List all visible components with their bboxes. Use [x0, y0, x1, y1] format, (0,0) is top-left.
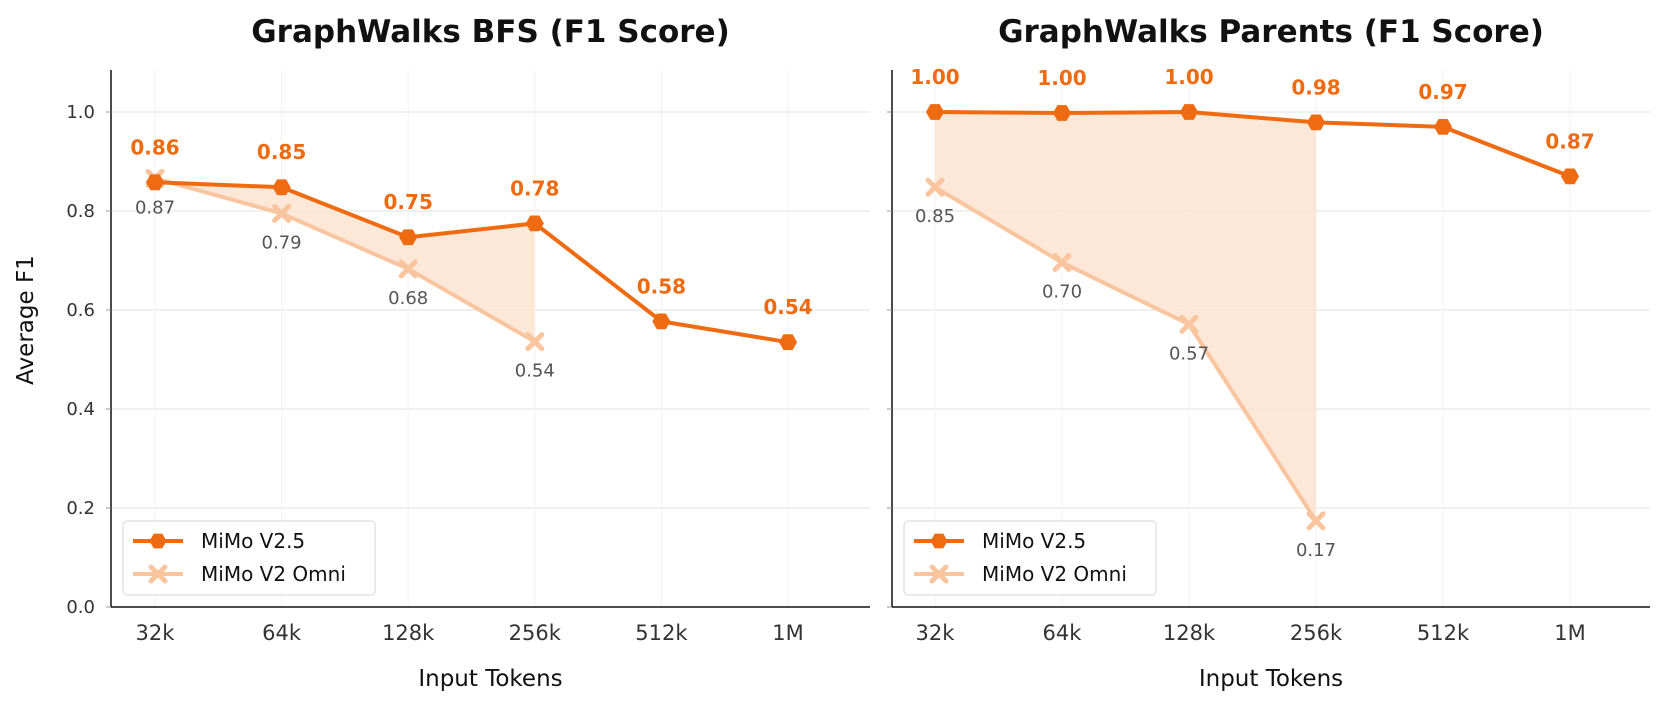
chart-panel-2: GraphWalks Parents (F1 Score) 32k 64k 128k 2… — [887, 14, 1650, 692]
marker-mimo-v2-5 — [652, 313, 671, 330]
marker-mimo-v2-5 — [1433, 119, 1453, 135]
data-label-mimo-v2-5: 0.98 — [1291, 75, 1340, 99]
marker-mimo-v2-5 — [778, 334, 798, 350]
legend-swatch-x-icon — [148, 564, 168, 584]
data-label-mimo-v2-omni: 0.85 — [915, 206, 955, 227]
data-label-mimo-v2-5: 0.78 — [510, 176, 559, 200]
data-label-mimo-v2-5: 0.86 — [130, 135, 179, 159]
legend-label-mimo-v2-omni: MiMo V2 Omni — [982, 562, 1127, 586]
series-line-mimo-v2-omni — [933, 185, 1318, 522]
data-label-mimo-v2-omni: 0.17 — [1296, 540, 1336, 561]
x-tick-label: 32k — [136, 621, 176, 645]
y-tick-label: 0.0 — [66, 597, 95, 618]
legend-label-mimo-v2-5: MiMo V2.5 — [982, 529, 1086, 553]
data-label-mimo-v2-omni: 0.87 — [135, 197, 175, 218]
gap-fill-area — [155, 178, 535, 342]
data-label-mimo-v2-5: 0.97 — [1418, 80, 1467, 104]
legend-swatch-hexagon-icon — [930, 533, 948, 549]
data-label-mimo-v2-5: 1.00 — [1164, 65, 1213, 89]
x-tick-label: 64k — [1043, 621, 1083, 645]
legend-swatch-hexagon-icon — [149, 533, 167, 549]
series-line-mimo-v2-5 — [934, 110, 1571, 179]
marker-stroke — [272, 203, 292, 223]
data-label-mimo-v2-5: 0.75 — [384, 190, 433, 214]
data-label-mimo-v2-omni: 0.70 — [1042, 281, 1082, 302]
x-tick-label: 256k — [509, 621, 562, 645]
marker-stroke — [925, 177, 945, 197]
chart-title: GraphWalks BFS (F1 Score) — [251, 14, 730, 50]
x-tick-label: 128k — [1163, 621, 1216, 645]
marker-mimo-v2-omni — [525, 332, 545, 352]
marker-stroke — [1306, 511, 1326, 531]
marker-mimo-v2-5 — [1306, 114, 1326, 131]
marker-mimo-v2-omni — [1306, 511, 1326, 531]
legend-box — [122, 520, 376, 596]
data-label-mimo-v2-omni: 0.79 — [262, 232, 302, 253]
series-line-mimo-v2-5 — [154, 180, 789, 345]
x-tick-label: 1M — [1554, 621, 1585, 645]
marker-mimo-v2-omni — [1052, 252, 1072, 272]
chart-panel-1: GraphWalks BFS (F1 Score) 0.0 0.2 0.4 0.6 0.8… — [66, 14, 870, 692]
y-tick-label: 0.8 — [66, 201, 95, 222]
x-axis-label: Input Tokens — [418, 666, 562, 692]
x-tick-label: 512k — [635, 621, 688, 645]
x-axis-label: Input Tokens — [1199, 666, 1343, 692]
marker-mimo-v2-5 — [145, 174, 165, 191]
marker-mimo-v2-omni — [272, 203, 292, 223]
marker-mimo-v2-5 — [525, 215, 544, 232]
legend: MiMo V2.5 MiMo V2 Omni — [903, 520, 1157, 596]
marker-stroke — [1052, 252, 1072, 272]
y-tick-label: 1.0 — [66, 102, 95, 123]
legend-swatch-x-icon — [929, 564, 949, 584]
legend-label-mimo-v2-omni: MiMo V2 Omni — [201, 562, 346, 586]
x-tick-label: 256k — [1290, 621, 1343, 645]
y-tick-label: 0.2 — [66, 498, 95, 519]
data-label-mimo-v2-5: 0.85 — [257, 140, 306, 164]
data-label-mimo-v2-5: 1.00 — [910, 65, 959, 89]
data-label-mimo-v2-5: 0.87 — [1545, 129, 1594, 153]
marker-mimo-v2-omni — [1179, 314, 1199, 334]
x-tick-label: 32k — [916, 621, 956, 645]
marker-mimo-v2-omni — [398, 259, 418, 279]
chart-title: GraphWalks Parents (F1 Score) — [998, 14, 1544, 50]
data-label-mimo-v2-omni: 0.68 — [388, 288, 428, 309]
marker-stroke — [1179, 314, 1199, 334]
data-label-mimo-v2-omni: 0.54 — [515, 361, 555, 382]
marker-stroke — [525, 332, 545, 352]
x-tick-label: 64k — [262, 621, 302, 645]
marker-mimo-v2-omni — [925, 177, 945, 197]
data-label-mimo-v2-omni: 0.57 — [1169, 343, 1209, 364]
marker-mimo-v2-5 — [272, 179, 291, 196]
marker-mimo-v2-5 — [925, 104, 945, 120]
marker-stroke — [398, 259, 418, 279]
data-label-mimo-v2-5: 0.58 — [637, 274, 686, 298]
marker-mimo-v2-5 — [399, 229, 418, 246]
gap-fill-area — [935, 112, 1316, 521]
y-tick-label: 0.6 — [66, 300, 95, 321]
data-label-mimo-v2-5: 0.54 — [763, 295, 812, 319]
legend-box — [903, 520, 1157, 596]
data-label-mimo-v2-5: 1.00 — [1037, 66, 1086, 90]
x-tick-label: 128k — [382, 621, 435, 645]
x-tick-label: 512k — [1417, 621, 1470, 645]
y-tick-label: 0.4 — [66, 399, 95, 420]
marker-mimo-v2-5 — [1052, 105, 1072, 121]
x-tick-label: 1M — [772, 621, 803, 645]
legend: MiMo V2.5 MiMo V2 Omni — [122, 520, 376, 596]
legend-label-mimo-v2-5: MiMo V2.5 — [201, 529, 305, 553]
marker-mimo-v2-5 — [1179, 104, 1199, 120]
marker-mimo-v2-5 — [1560, 168, 1580, 185]
y-axis-label: Average F1 — [13, 255, 39, 385]
series-line-mimo-v2-omni — [154, 176, 536, 344]
